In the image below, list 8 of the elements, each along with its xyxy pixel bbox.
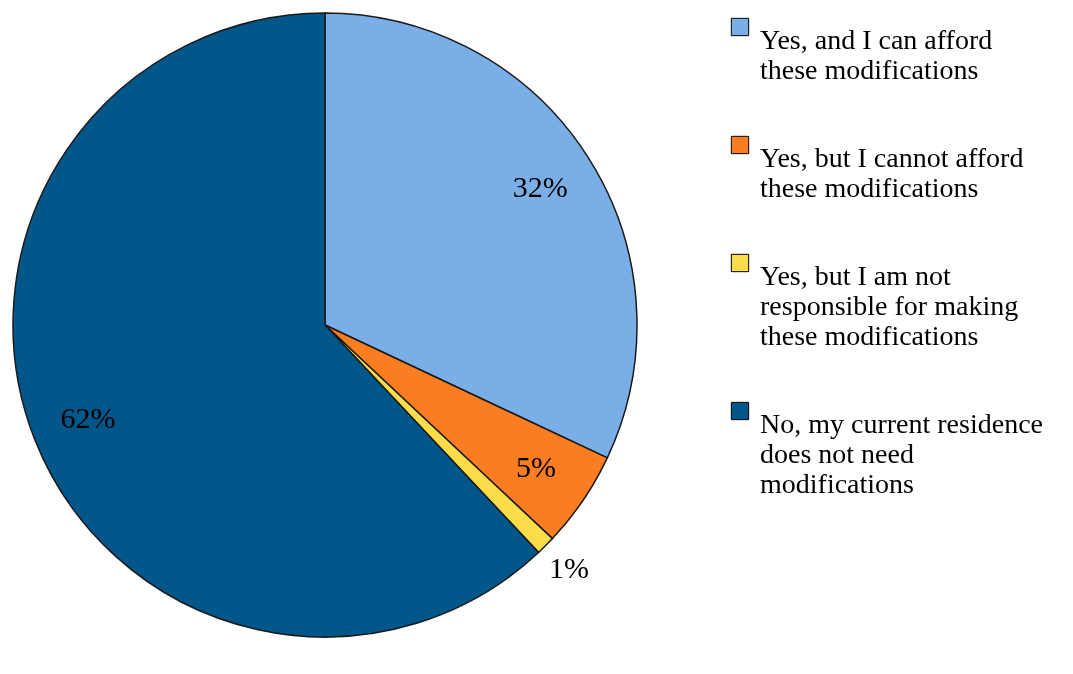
data-label: 32%	[512, 170, 568, 204]
legend-label: Yes, but I am not responsible for making these modifications	[760, 260, 1019, 351]
legend-label: Yes, and I can afford these modifications	[760, 24, 993, 85]
legend-label: No, my current residence does not need modifications	[760, 408, 1043, 499]
data-label: 1%	[548, 550, 589, 584]
data-label: 62%	[60, 400, 116, 434]
data-label: 5%	[515, 450, 556, 484]
legend-label: Yes, but I cannot afford these modifications	[760, 142, 1024, 203]
